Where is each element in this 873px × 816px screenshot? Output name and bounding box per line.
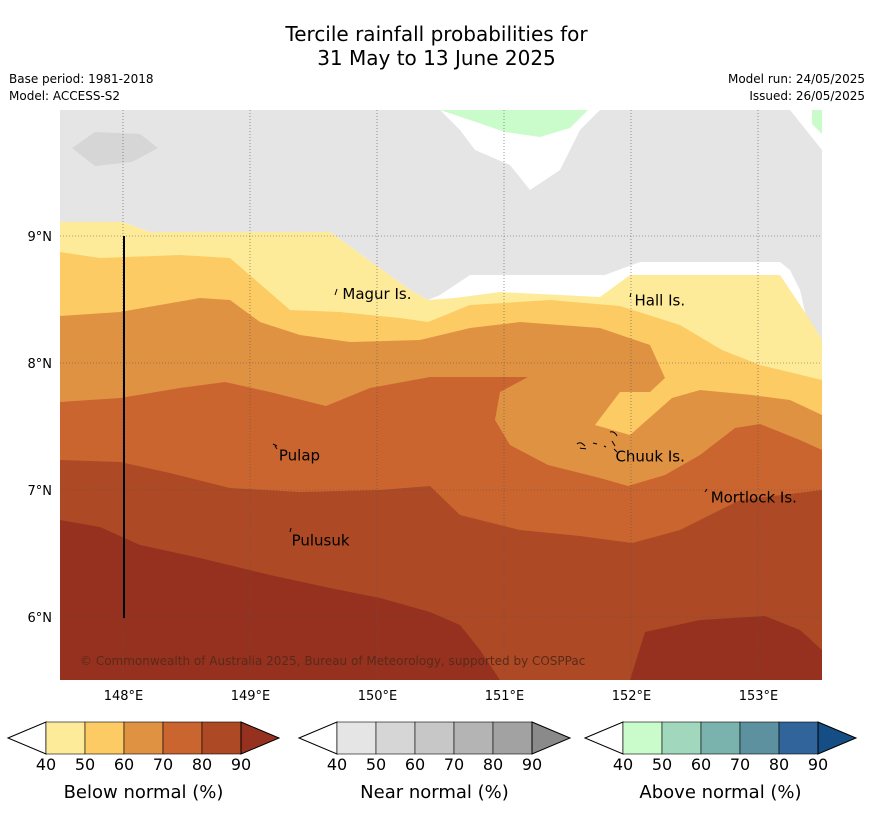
colorbar-tick: 70 (730, 755, 750, 774)
longitude-label: 150°E (358, 689, 398, 704)
colorbar-tick: 50 (75, 755, 95, 774)
island-markers (272, 288, 708, 533)
colorbar-segment (739, 721, 780, 755)
colorbar-tick: 80 (483, 755, 503, 774)
near-normal-50-patch (72, 132, 158, 166)
latitude-label: 8°N (28, 357, 53, 372)
colorbar-tick: 70 (153, 755, 173, 774)
below-90-band-east (630, 616, 822, 680)
issued-date: Issued: 26/05/2025 (749, 89, 865, 103)
colorbar: 40 50 60 70 80 90 Below normal (%) (6, 721, 281, 803)
map-title-line2: 31 May to 13 June 2025 (317, 46, 556, 70)
colorbar-label: Below normal (%) (64, 782, 224, 803)
colorbar-segment (375, 721, 416, 755)
colorbar-segment (492, 721, 533, 755)
longitude-label: 148°E (104, 689, 144, 704)
colorbar-segment (414, 721, 455, 755)
longitude-label: 151°E (485, 689, 525, 704)
colorbar-tick: 90 (808, 755, 828, 774)
colorbar-tick: 80 (769, 755, 789, 774)
place-labels: Magur Is. Hall Is. Pulap Chuuk Is. Mortlock … (279, 285, 797, 549)
colorbar-tick: 40 (36, 755, 56, 774)
model-run: Model run: 24/05/2025 (727, 72, 865, 86)
colorbar-lower-triangle (583, 721, 624, 755)
colorbar-tick: 80 (192, 755, 212, 774)
colorbar-segment (778, 721, 819, 755)
colorbar-upper-triangle (531, 721, 572, 755)
colorbar: 40 50 60 70 80 90 Above normal (%) (583, 721, 858, 803)
place-label: Pulusuk (292, 532, 350, 550)
colorbar-segment (661, 721, 702, 755)
colorbar-segment (84, 721, 125, 755)
colorbars: 40 50 60 70 80 90 Below normal (%) 40 50 60 70 80 90… (6, 721, 858, 803)
above-normal-region (440, 110, 588, 137)
model-name: Model: ACCESS-S2 (9, 89, 121, 103)
place-label: Pulap (279, 446, 320, 464)
colorbar-tick: 90 (231, 755, 251, 774)
latitude-label: 6°N (28, 611, 53, 626)
colorbar-segment (162, 721, 203, 755)
near-normal-region (60, 110, 822, 340)
latitude-label: 7°N (28, 484, 53, 499)
map-title-line1: Tercile rainfall probabilities for (285, 22, 588, 46)
colorbar-segment (453, 721, 494, 755)
below-90-band (60, 520, 500, 680)
colorbar-label: Above normal (%) (639, 782, 801, 803)
place-label: Mortlock Is. (711, 488, 797, 506)
colorbar: 40 50 60 70 80 90 Near normal (%) (297, 721, 572, 803)
latitude-labels: 9°N 8°N 7°N 6°N (28, 230, 53, 626)
colorbar-tick: 50 (652, 755, 672, 774)
gridlines (60, 110, 822, 680)
longitude-label: 152°E (612, 689, 652, 704)
longitude-label: 149°E (231, 689, 271, 704)
colorbar-segment (336, 721, 377, 755)
colorbar-tick: 50 (366, 755, 386, 774)
above-normal-region-east (812, 110, 822, 134)
map-panel (60, 110, 822, 680)
colorbar-lower-triangle (297, 721, 338, 755)
colorbar-upper-triangle (817, 721, 858, 755)
colorbar-segment (700, 721, 741, 755)
colorbar-label: Near normal (%) (360, 782, 509, 803)
place-label: Hall Is. (635, 292, 686, 310)
copyright-note: © Commonwealth of Australia 2025, Bureau… (80, 654, 585, 668)
colorbar-tick: 60 (114, 755, 134, 774)
latitude-label: 9°N (28, 230, 53, 245)
colorbar-tick: 40 (613, 755, 633, 774)
colorbar-segment (123, 721, 164, 755)
colorbar-tick: 90 (522, 755, 542, 774)
colorbar-tick: 60 (405, 755, 425, 774)
colorbar-segment (45, 721, 86, 755)
colorbar-tick: 40 (327, 755, 347, 774)
colorbar-tick: 60 (691, 755, 711, 774)
colorbar-lower-triangle (6, 721, 47, 755)
base-period: Base period: 1981-2018 (9, 72, 154, 86)
colorbar-segment (622, 721, 663, 755)
longitude-label: 153°E (739, 689, 779, 704)
longitude-labels: 148°E 149°E 150°E 151°E 152°E 153°E (104, 689, 779, 704)
colorbar-tick: 70 (444, 755, 464, 774)
colorbar-upper-triangle (240, 721, 281, 755)
colorbar-segment (201, 721, 242, 755)
place-label: Magur Is. (342, 285, 411, 303)
place-label: Chuuk Is. (615, 448, 684, 466)
